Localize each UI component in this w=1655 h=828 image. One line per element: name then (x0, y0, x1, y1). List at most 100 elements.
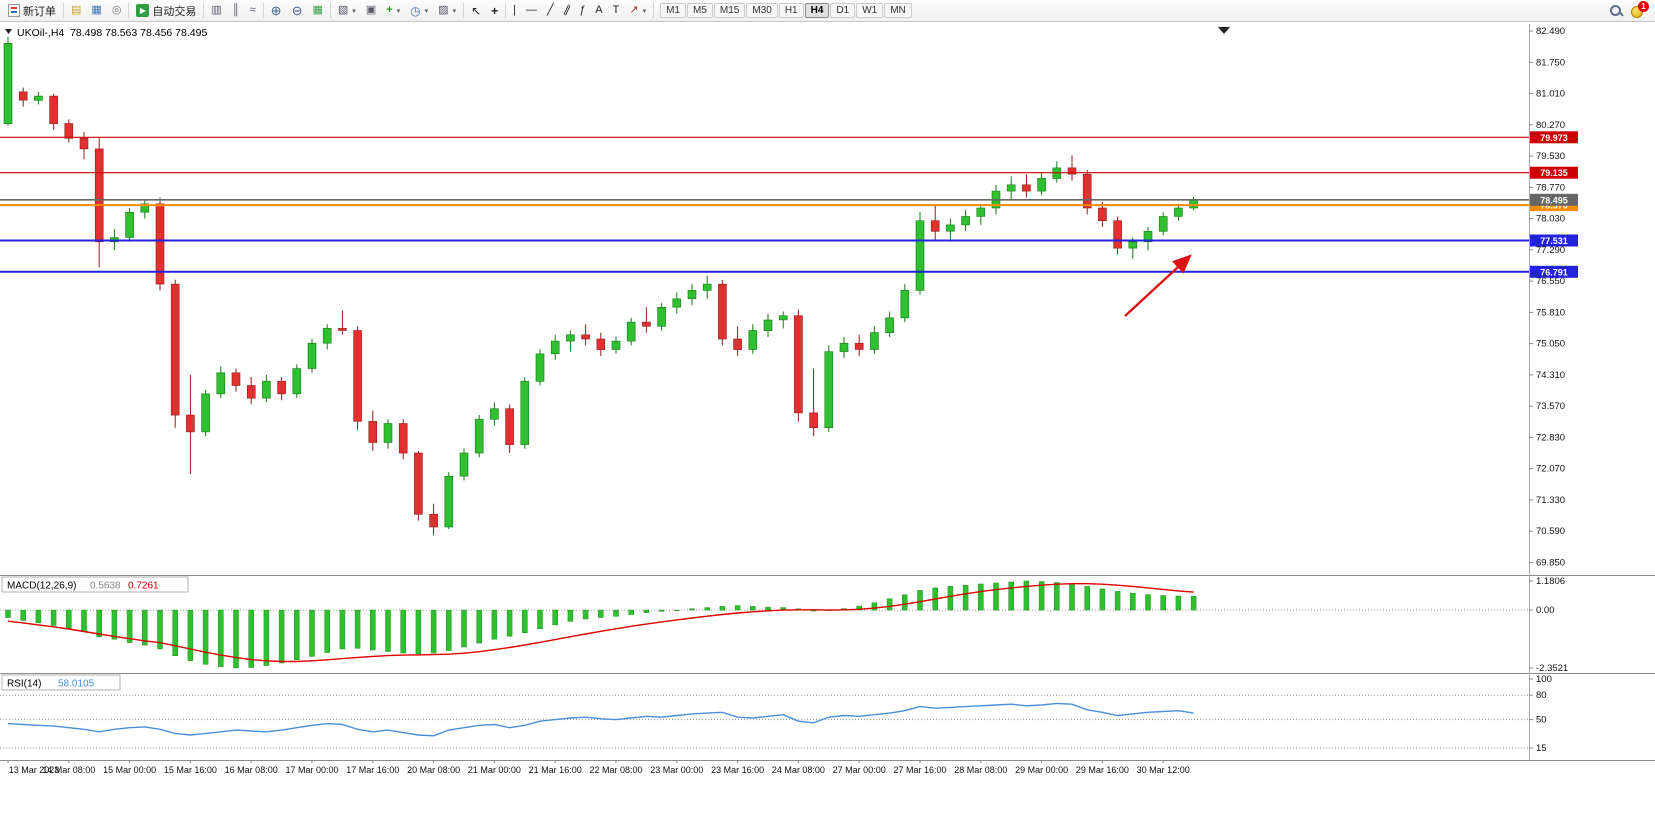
chevron-down-icon: ▾ (424, 7, 429, 15)
crosshair-icon: + (491, 3, 499, 18)
indicators-button[interactable]: + ▾ (381, 2, 405, 20)
svg-text:100: 100 (1536, 674, 1552, 685)
fibonacci-button[interactable]: ƒ (574, 2, 590, 20)
line-chart-button[interactable]: ≈ (245, 2, 261, 20)
svg-text:70.590: 70.590 (1536, 526, 1565, 537)
svg-text:75.810: 75.810 (1536, 307, 1565, 318)
svg-text:1.1806: 1.1806 (1536, 576, 1565, 587)
profile-button[interactable]: ▤ (66, 2, 86, 20)
zoom-in-icon: ⊕ (270, 3, 282, 18)
timeframe-button-W1[interactable]: W1 (856, 3, 884, 18)
timeframe-button-M30[interactable]: M30 (746, 3, 778, 18)
svg-text:-2.3521: -2.3521 (1536, 663, 1568, 674)
chart-window[interactable]: 82.490 81.750 81.010 80.270 79.530 78.770 78.0… (0, 22, 1655, 828)
svg-text:78.495: 78.495 (1540, 195, 1568, 205)
channel-button[interactable]: ∥ (559, 2, 575, 20)
timeframe-button-D1[interactable]: D1 (830, 3, 856, 18)
svg-text:15 Mar 16:00: 15 Mar 16:00 (164, 765, 217, 775)
auto-scroll-icon: ▣ (365, 4, 377, 16)
trendline-button[interactable]: ╱ (542, 2, 559, 20)
main-toolbar: 新订单 ▤ ▦ ◎ ▶ 自动交易 ▥ ║ ≈ ⊕ ⊖ ▦ ▧ ▾ ▣ + ▾ ◷ ▾ … (0, 0, 1655, 22)
notification-button[interactable]: 1 (1630, 1, 1649, 19)
timeframe-button-M15[interactable]: M15 (713, 3, 746, 18)
zoom-in-button[interactable]: ⊕ (266, 2, 287, 20)
svg-text:RSI(14): RSI(14) (7, 679, 41, 690)
vertical-line-icon: | (513, 4, 517, 16)
svg-text:15: 15 (1536, 743, 1547, 754)
svg-text:69.850: 69.850 (1536, 558, 1565, 569)
chart-canvas[interactable]: 82.490 81.750 81.010 80.270 79.530 78.770 78.0… (0, 22, 1655, 828)
timeframe-button-M1[interactable]: M1 (660, 3, 686, 18)
auto-trading-button[interactable]: ▶ 自动交易 (131, 2, 201, 20)
svg-text:24 Mar 08:00: 24 Mar 08:00 (772, 765, 825, 775)
chevron-down-icon: ▾ (452, 7, 457, 15)
timeframe-button-MN[interactable]: MN (884, 3, 912, 18)
svg-text:72.070: 72.070 (1536, 464, 1565, 475)
svg-text:27 Mar 00:00: 27 Mar 00:00 (833, 765, 886, 775)
svg-text:81.010: 81.010 (1536, 89, 1565, 100)
rsi-panel: 100 80 50 15 RSI(14) 58.0105 (0, 674, 1552, 754)
svg-text:0.00: 0.00 (1536, 605, 1555, 616)
chart-shift-button[interactable]: ▧ ▾ (333, 2, 361, 20)
svg-text:82.490: 82.490 (1536, 26, 1565, 37)
svg-text:73.570: 73.570 (1536, 401, 1565, 412)
svg-text:80.270: 80.270 (1536, 120, 1565, 131)
arrows-button[interactable]: ↗ ▾ (624, 2, 651, 20)
tile-windows-button[interactable]: ▦ (307, 2, 327, 20)
templates-button[interactable]: ▨ ▾ (433, 2, 461, 20)
bar-chart-button[interactable]: ▥ (206, 2, 226, 20)
svg-text:15 Mar 00:00: 15 Mar 00:00 (103, 765, 156, 775)
new-order-button[interactable]: 新订单 (3, 2, 61, 20)
timeframe-button-M5[interactable]: M5 (687, 3, 713, 18)
timeframe-group: M1 M5 M15 M30 H1 H4 D1 W1 MN (660, 3, 912, 18)
text-button[interactable]: A (590, 2, 607, 20)
svg-text:81.750: 81.750 (1536, 57, 1565, 68)
svg-text:13 Mar 2023: 13 Mar 2023 (9, 765, 60, 775)
candlestick-chart-button[interactable]: ║ (227, 2, 245, 20)
periods-button[interactable]: ◷ ▾ (405, 2, 433, 20)
zoom-out-button[interactable]: ⊖ (287, 2, 308, 20)
clock-icon: ◷ (410, 3, 421, 18)
svg-text:28 Mar 08:00: 28 Mar 08:00 (954, 765, 1007, 775)
svg-text:UKOil-,H4 78.498 78.563 78.45: UKOil-,H4 78.498 78.563 78.456 78.495 (17, 27, 207, 39)
arrow-object-icon: ↗ (629, 4, 639, 16)
market-watch-button[interactable]: ▦ (86, 2, 106, 20)
market-watch-icon: ▦ (91, 4, 102, 16)
auto-trading-icon: ▶ (136, 4, 150, 17)
navigator-button[interactable]: ◎ (107, 2, 127, 20)
svg-text:79.973: 79.973 (1540, 133, 1568, 143)
horizontal-line-icon: — (526, 4, 538, 16)
svg-text:80: 80 (1536, 690, 1547, 701)
svg-text:76.550: 76.550 (1536, 276, 1565, 287)
cursor-button[interactable]: ↖ (466, 2, 486, 20)
candlestick-chart-icon: ║ (231, 4, 240, 16)
bar-chart-icon: ▥ (211, 4, 222, 16)
separator (203, 3, 205, 18)
annotation-arrow[interactable] (1124, 254, 1192, 317)
svg-text:27 Mar 16:00: 27 Mar 16:00 (893, 765, 946, 775)
search-icon[interactable] (1608, 3, 1623, 18)
chevron-down-icon: ▾ (642, 7, 647, 15)
svg-text:23 Mar 16:00: 23 Mar 16:00 (711, 765, 764, 775)
auto-scroll-button[interactable]: ▣ (361, 2, 381, 20)
svg-text:21 Mar 00:00: 21 Mar 00:00 (468, 765, 521, 775)
label-button[interactable]: T (608, 2, 625, 20)
symbol-dropdown-icon (5, 29, 12, 34)
timeframe-button-H4[interactable]: H4 (804, 3, 830, 18)
separator (653, 3, 655, 18)
horizontal-line-button[interactable]: — (521, 2, 542, 20)
toolbar-right-group: 1 (1608, 1, 1652, 19)
svg-text:58.0105: 58.0105 (58, 679, 95, 690)
svg-text:23 Mar 00:00: 23 Mar 00:00 (650, 765, 703, 775)
vertical-line-button[interactable]: | (508, 2, 521, 20)
candles-layer (3, 36, 1198, 536)
crosshair-button[interactable]: + (486, 2, 503, 20)
separator (505, 3, 507, 18)
svg-text:16 Mar 08:00: 16 Mar 08:00 (225, 765, 278, 775)
panel-separators (0, 24, 1655, 761)
timeframe-button-H1[interactable]: H1 (778, 3, 804, 18)
channel-icon: ∥ (561, 3, 572, 17)
indicators-plus-icon: + (386, 4, 393, 16)
scroll-position-marker[interactable] (1218, 27, 1230, 34)
